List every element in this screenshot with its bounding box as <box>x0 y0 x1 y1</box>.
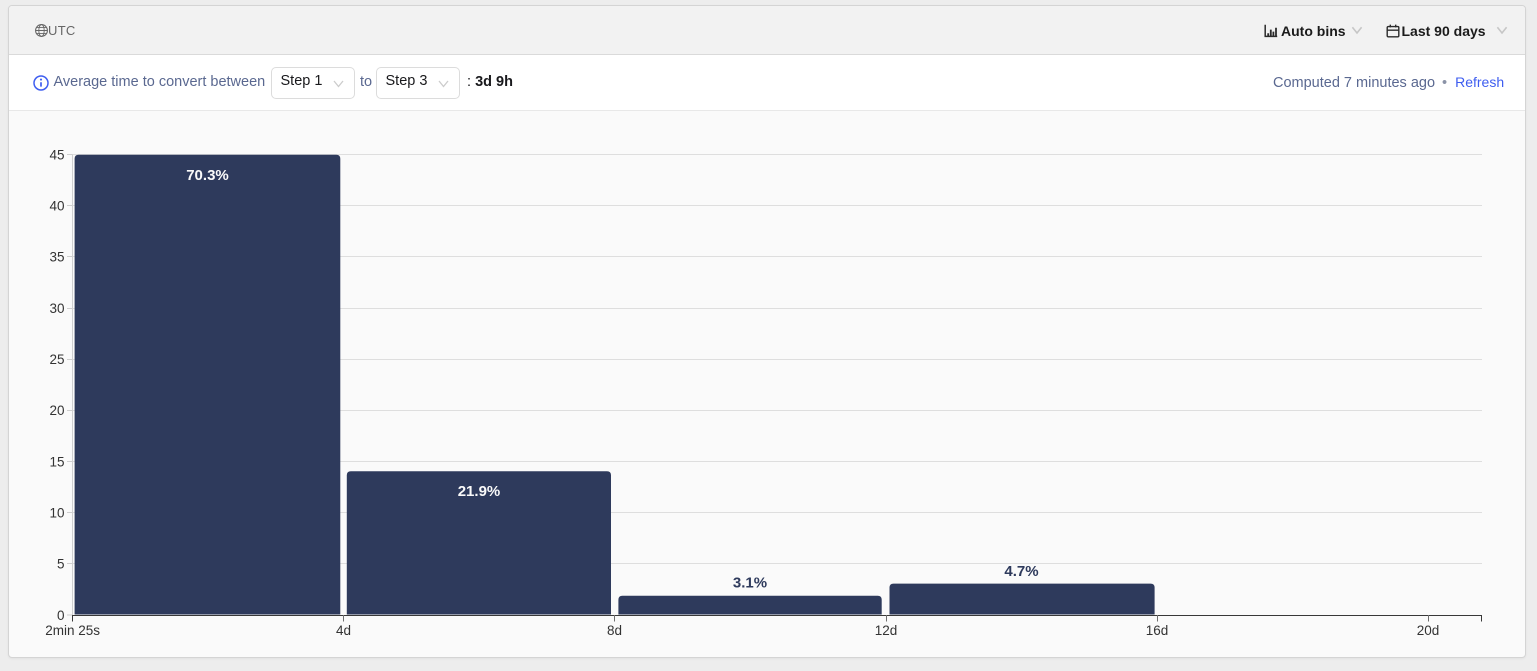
svg-text:4d: 4d <box>336 623 351 638</box>
svg-text:21.9%: 21.9% <box>458 483 501 500</box>
svg-text:25: 25 <box>49 352 64 367</box>
svg-text:2min 25s: 2min 25s <box>45 623 100 638</box>
svg-text:10: 10 <box>49 506 64 521</box>
svg-text:3.1%: 3.1% <box>733 575 767 592</box>
svg-text:45: 45 <box>49 147 64 162</box>
svg-text:15: 15 <box>49 454 64 469</box>
svg-text:8d: 8d <box>607 623 622 638</box>
svg-text:20: 20 <box>49 403 64 418</box>
svg-text:40: 40 <box>49 199 64 214</box>
svg-text:0: 0 <box>57 608 65 623</box>
svg-text:4.7%: 4.7% <box>1004 563 1038 580</box>
svg-text:12d: 12d <box>875 623 898 638</box>
svg-text:5: 5 <box>57 557 65 572</box>
svg-text:30: 30 <box>49 301 64 316</box>
svg-text:70.3%: 70.3% <box>186 167 229 184</box>
svg-text:16d: 16d <box>1146 623 1169 638</box>
svg-text:35: 35 <box>49 250 64 265</box>
svg-text:20d: 20d <box>1417 623 1440 638</box>
